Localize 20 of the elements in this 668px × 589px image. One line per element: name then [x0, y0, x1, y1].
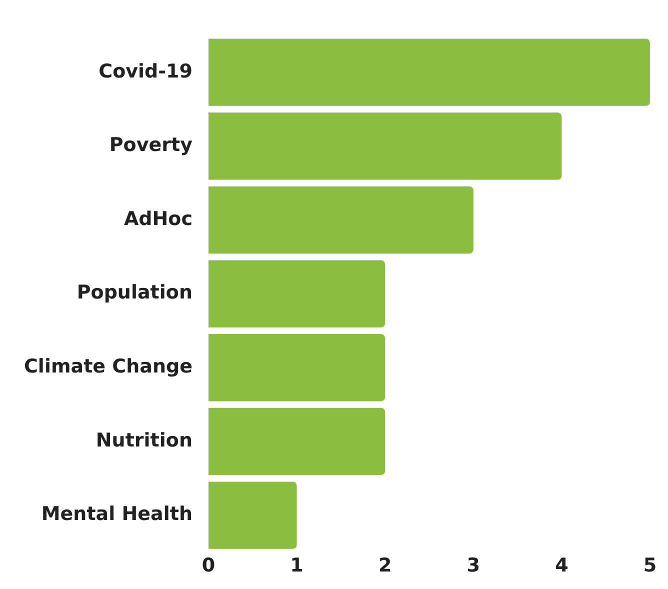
y-tick-label: Nutrition [96, 429, 192, 452]
bar [208, 408, 386, 476]
bar [208, 186, 474, 254]
bar [208, 112, 562, 180]
y-tick-label: Covid-19 [98, 60, 192, 82]
bar [208, 260, 386, 328]
x-tick-label: 0 [202, 554, 216, 577]
x-tick-label: 2 [378, 554, 392, 577]
bar [208, 482, 297, 549]
y-tick-label: Poverty [109, 134, 194, 156]
y-tick-label: Mental Health [41, 503, 192, 526]
y-tick-label: AdHoc [124, 208, 192, 230]
bar [208, 38, 650, 106]
x-tick-label: 5 [643, 554, 657, 577]
y-tick-label: Climate Change [24, 356, 192, 378]
x-tick-label: 4 [555, 554, 568, 577]
x-tick-label: 3 [466, 554, 480, 577]
y-tick-label: Population [76, 282, 192, 304]
bar [208, 334, 386, 402]
x-tick-label: 1 [290, 554, 304, 577]
